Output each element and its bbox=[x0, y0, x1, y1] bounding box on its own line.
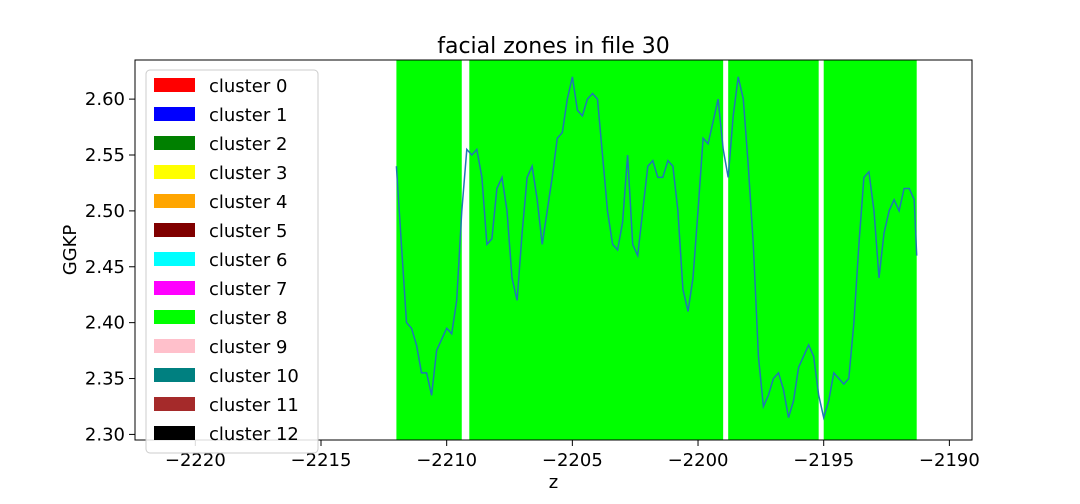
zone-1 bbox=[469, 60, 724, 440]
legend-label: cluster 3 bbox=[209, 163, 287, 184]
zone-3 bbox=[823, 60, 917, 440]
legend-swatch bbox=[154, 310, 195, 324]
legend-swatch bbox=[154, 165, 195, 179]
legend-label: cluster 7 bbox=[209, 279, 287, 300]
y-axis-label: GGKP bbox=[60, 225, 81, 276]
legend-label: cluster 2 bbox=[209, 134, 287, 155]
legend-swatch bbox=[154, 397, 195, 411]
zone-2 bbox=[728, 60, 819, 440]
y-tick-label: 2.55 bbox=[85, 145, 125, 166]
legend-swatch bbox=[154, 339, 195, 353]
cluster-zones bbox=[396, 60, 917, 440]
x-tick-label: −2220 bbox=[165, 450, 226, 471]
zone-0 bbox=[396, 60, 462, 440]
legend-label: cluster 5 bbox=[209, 221, 287, 242]
x-tick-label: −2195 bbox=[793, 450, 854, 471]
legend: cluster 0 cluster 1 cluster 2 cluster 3 clus… bbox=[145, 69, 319, 454]
y-tick-label: 2.30 bbox=[85, 424, 125, 445]
legend-label: cluster 8 bbox=[209, 308, 287, 329]
legend-label: cluster 11 bbox=[209, 395, 299, 416]
y-tick-label: 2.45 bbox=[85, 257, 125, 278]
chart-title: facial zones in file 30 bbox=[437, 34, 670, 59]
x-tick-label: −2190 bbox=[919, 450, 980, 471]
x-tick-label: −2200 bbox=[668, 450, 729, 471]
legend-swatch bbox=[154, 194, 195, 208]
y-tick-label: 2.35 bbox=[85, 369, 125, 390]
legend-label: cluster 10 bbox=[209, 366, 299, 387]
legend-swatch bbox=[154, 368, 195, 382]
y-tick-label: 2.50 bbox=[85, 201, 125, 222]
legend-label: cluster 6 bbox=[209, 250, 287, 271]
x-tick-label: −2210 bbox=[416, 450, 477, 471]
legend-swatch bbox=[154, 252, 195, 266]
y-axis: 2.30 2.35 2.40 2.45 2.50 2.55 2.60 bbox=[85, 89, 135, 445]
x-axis: −2220 −2215 −2210 −2205 −2200 −2195 −2190 bbox=[165, 440, 980, 471]
legend-swatch bbox=[154, 426, 195, 440]
legend-label: cluster 9 bbox=[209, 337, 287, 358]
legend-swatch bbox=[154, 136, 195, 150]
y-tick-label: 2.40 bbox=[85, 313, 125, 334]
legend-swatch bbox=[154, 281, 195, 295]
legend-swatch bbox=[154, 107, 195, 121]
plot-frame bbox=[134, 59, 973, 441]
legend-label: cluster 12 bbox=[209, 424, 299, 445]
y-tick-label: 2.60 bbox=[85, 89, 125, 110]
series-layer bbox=[395, 76, 918, 421]
legend-swatch bbox=[154, 78, 195, 92]
legend-swatch bbox=[154, 223, 195, 237]
x-axis-label: z bbox=[549, 472, 558, 493]
legend-label: cluster 1 bbox=[209, 105, 287, 126]
series-line-0 bbox=[395, 76, 918, 421]
x-tick-label: −2215 bbox=[291, 450, 352, 471]
legend-label: cluster 0 bbox=[209, 76, 287, 97]
legend-label: cluster 4 bbox=[209, 192, 287, 213]
x-tick-label: −2205 bbox=[542, 450, 603, 471]
